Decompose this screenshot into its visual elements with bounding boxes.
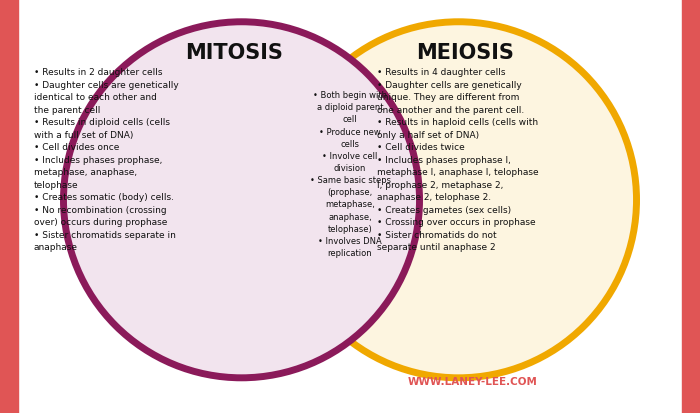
Bar — [682, 0, 700, 413]
Text: MEIOSIS: MEIOSIS — [416, 43, 514, 63]
Bar — [0, 0, 18, 413]
Ellipse shape — [64, 23, 419, 378]
Text: • Results in 2 daughter cells
• Daughter cells are genetically
identical to each: • Results in 2 daughter cells • Daughter… — [34, 68, 178, 252]
Text: MITOSIS: MITOSIS — [186, 43, 284, 63]
Text: • Results in 4 daughter cells
• Daughter cells are genetically
unique. They are : • Results in 4 daughter cells • Daughter… — [377, 68, 538, 252]
Ellipse shape — [281, 23, 636, 378]
Text: WWW.LANEY-LEE.COM: WWW.LANEY-LEE.COM — [407, 376, 538, 386]
Text: • Both begin with
a diploid parent
cell
• Produce new
cells
• Involve cell
divis: • Both begin with a diploid parent cell … — [309, 91, 391, 257]
